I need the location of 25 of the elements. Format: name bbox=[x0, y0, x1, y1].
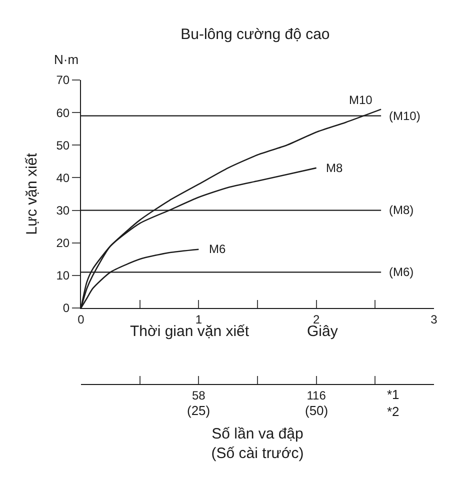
text: (50) bbox=[305, 403, 328, 418]
text: (25) bbox=[187, 403, 210, 418]
y-axis-title: Lực vặn xiết bbox=[23, 152, 40, 235]
text: N·m bbox=[54, 52, 79, 67]
x2-axis-title: Số lần va đập (Số cài trước) bbox=[211, 425, 304, 462]
y-tick-label: 60 bbox=[56, 106, 70, 120]
x2-tick-label: 58 bbox=[192, 388, 206, 402]
y-tick-label: 70 bbox=[56, 73, 70, 88]
series-label: M10 bbox=[349, 93, 373, 107]
series-label: M6 bbox=[209, 242, 226, 256]
y-tick-label: 10 bbox=[56, 268, 70, 283]
y-tick-label: 30 bbox=[56, 203, 70, 218]
ref-line-label: (M8) bbox=[389, 203, 414, 217]
y-tick-label: 20 bbox=[56, 236, 70, 250]
series-label: M8 bbox=[326, 161, 343, 175]
x-tick-label: 3 bbox=[430, 312, 438, 326]
y-tick-label: 40 bbox=[56, 170, 70, 185]
y-tick-label: 0 bbox=[62, 301, 70, 316]
ref-line-label: (M10) bbox=[389, 109, 420, 123]
x2-tick-label: 116 bbox=[306, 388, 326, 402]
chart-title: Bu-lông cường độ cao bbox=[180, 26, 330, 43]
text: *1 *2 bbox=[387, 387, 400, 419]
x-tick-label: 0 bbox=[78, 312, 85, 326]
y-tick-label: 50 bbox=[56, 138, 70, 152]
ref-line-label: (M6) bbox=[389, 265, 414, 279]
